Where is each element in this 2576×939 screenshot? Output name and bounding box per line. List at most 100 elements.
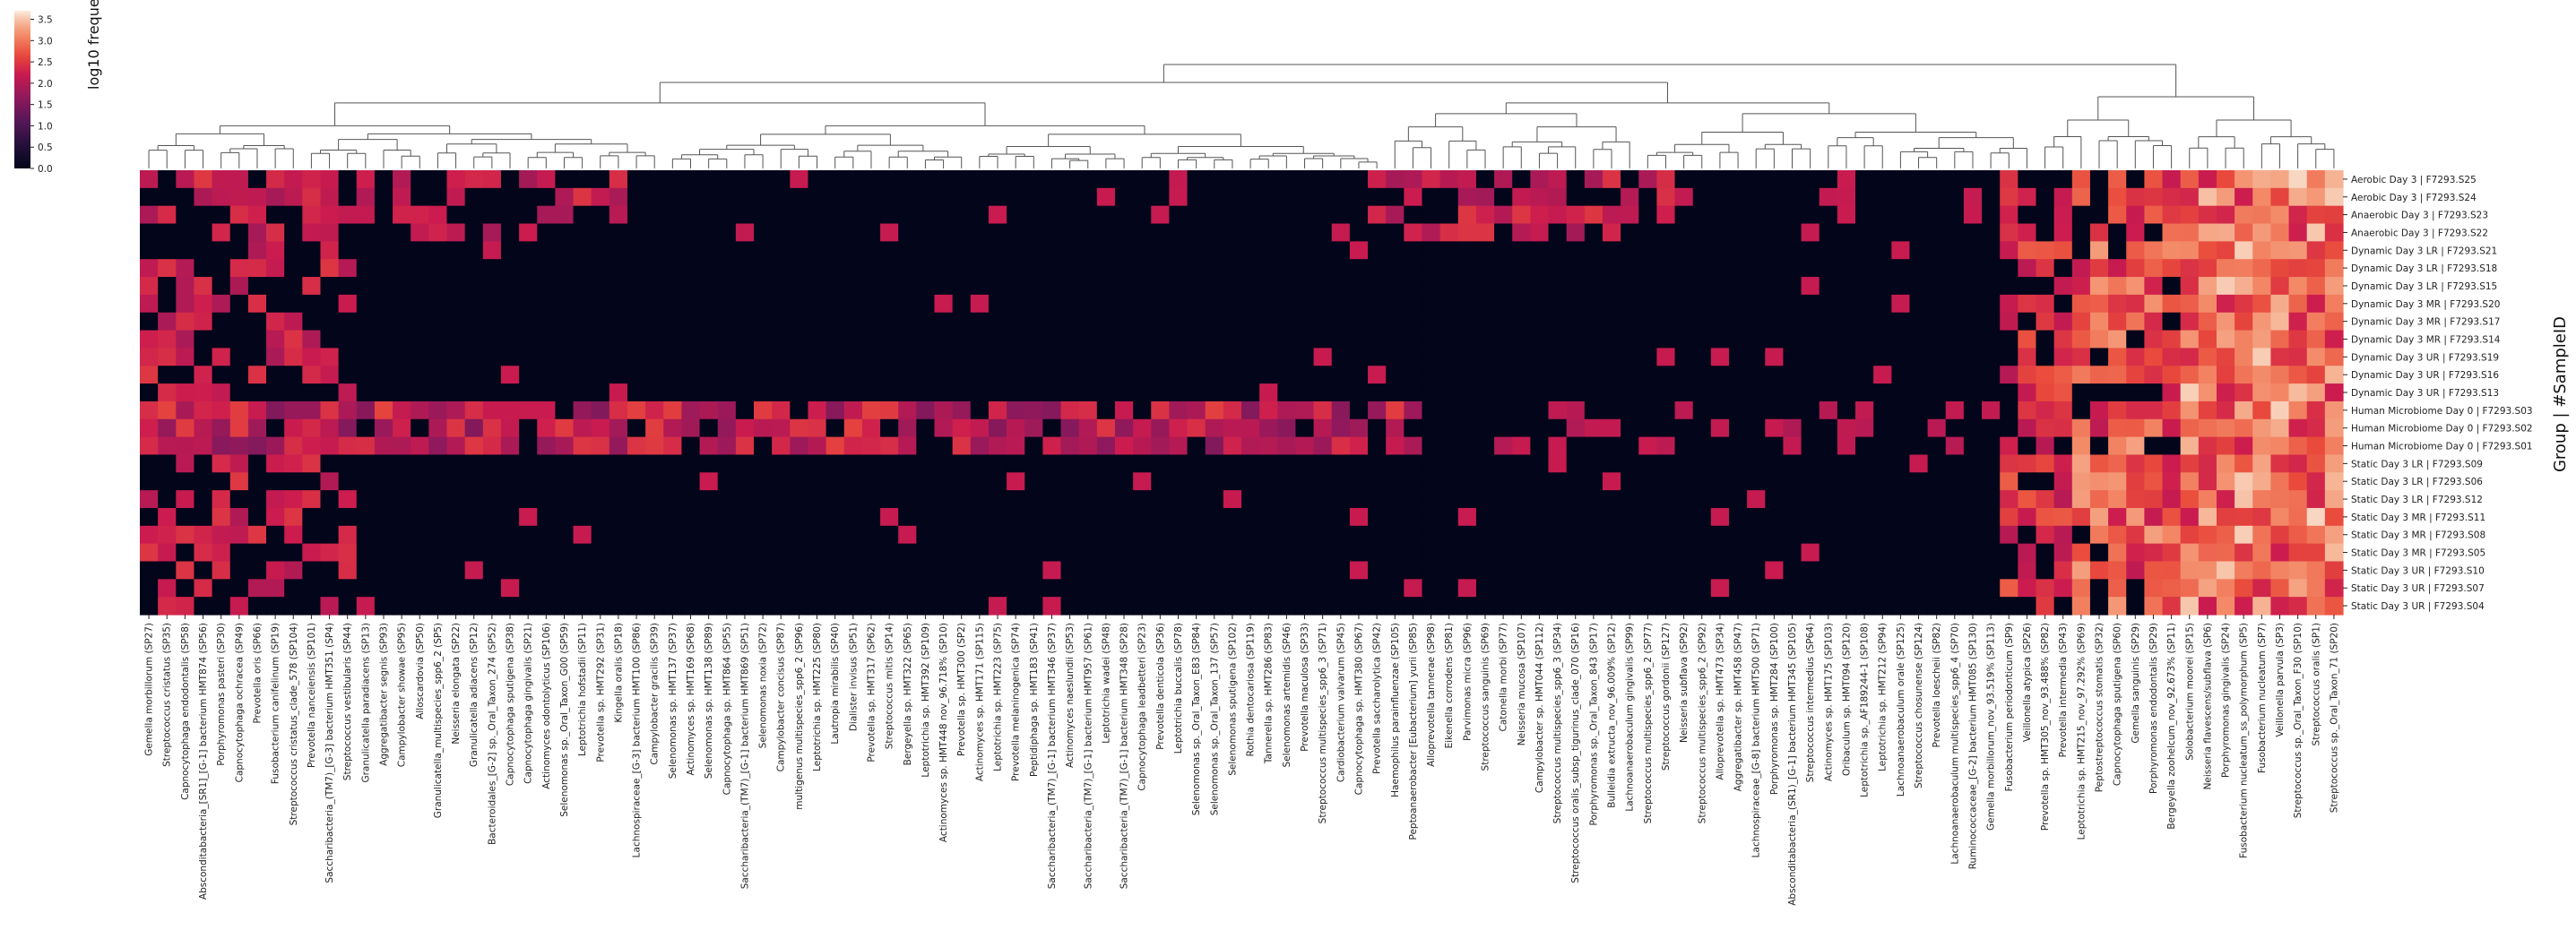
heatmap-cell (2235, 294, 2253, 314)
heatmap-cell (1042, 561, 1062, 580)
heatmap-cell (1187, 187, 1206, 207)
heatmap-cell (808, 597, 827, 616)
heatmap-cell (699, 561, 719, 580)
heatmap-cell (1512, 543, 1531, 563)
heatmap-cell (2144, 454, 2164, 473)
heatmap-cell (2270, 401, 2290, 420)
heatmap-cell (1982, 543, 2001, 563)
heatmap-cell (843, 454, 863, 473)
heatmap-cell (2071, 294, 2091, 314)
heatmap-cell (2108, 205, 2127, 225)
heatmap-cell (1584, 543, 1604, 563)
heatmap-cell (1024, 507, 1043, 527)
heatmap-cell (1801, 579, 1820, 598)
heatmap-cell (970, 597, 990, 616)
column-label: Neisseria flavescens/subflava (SP6) (2202, 623, 2213, 789)
heatmap-cell (1783, 366, 1802, 384)
heatmap-cell (1078, 330, 1098, 349)
heatmap-cell (1241, 294, 1260, 314)
heatmap-cell (573, 241, 592, 260)
heatmap-cell (1621, 348, 1639, 366)
heatmap-cell (663, 312, 683, 332)
heatmap-cell (1512, 525, 1531, 545)
heatmap-cell (2324, 383, 2344, 402)
heatmap-cell (754, 561, 773, 580)
heatmap-cell (537, 187, 556, 207)
heatmap-cell (2144, 277, 2164, 296)
heatmap-cell (194, 507, 213, 527)
heatmap-cell (1223, 259, 1242, 278)
heatmap-cell (2144, 205, 2164, 225)
heatmap-cell (519, 277, 538, 296)
heatmap-cell (2216, 561, 2235, 580)
heatmap-cell (1873, 205, 1892, 225)
heatmap-cell (826, 348, 845, 366)
heatmap-cell (1078, 597, 1098, 616)
heatmap-cell (2270, 170, 2290, 189)
heatmap-cell (1566, 312, 1586, 332)
heatmap-cell (663, 561, 683, 580)
heatmap-cell (1692, 348, 1712, 366)
heatmap-cell (428, 454, 448, 473)
heatmap-cell (843, 383, 863, 402)
heatmap-cell (1909, 436, 1929, 456)
heatmap-cell (446, 223, 466, 242)
heatmap-cell (880, 525, 899, 545)
heatmap-cell (2126, 490, 2145, 509)
heatmap-cell (1909, 170, 1929, 189)
heatmap-cell (916, 366, 936, 384)
heatmap-cell (1078, 205, 1098, 225)
heatmap-cell (411, 401, 429, 420)
heatmap-cell (2018, 277, 2037, 296)
heatmap-cell (158, 187, 177, 207)
heatmap-cell (1747, 241, 1766, 260)
heatmap-cell (1584, 436, 1604, 456)
heatmap-cell (1909, 561, 1929, 580)
heatmap-cell (482, 170, 502, 189)
heatmap-cell (681, 223, 701, 242)
heatmap-cell (1566, 454, 1586, 473)
heatmap-cell (1819, 259, 1838, 278)
heatmap-cell (1042, 401, 1062, 420)
heatmap-cell (1584, 507, 1604, 527)
heatmap-cell (374, 597, 393, 616)
heatmap-cell (2180, 543, 2200, 563)
heatmap-cell (934, 561, 954, 580)
heatmap-cell (1566, 525, 1586, 545)
heatmap-cell (411, 348, 429, 366)
heatmap-cell (194, 187, 213, 207)
heatmap-cell (609, 401, 628, 420)
heatmap-cell (934, 223, 954, 242)
heatmap-cell (591, 418, 610, 438)
heatmap-cell (1386, 294, 1405, 314)
heatmap-cell (1927, 383, 1947, 402)
heatmap-cell (1422, 294, 1441, 314)
heatmap-cell (2144, 259, 2164, 278)
heatmap-cell (1205, 312, 1224, 332)
column-label: Streptococcus oralis_subsp_tigurinus_cla… (1570, 623, 1581, 883)
heatmap-cell (519, 490, 538, 509)
heatmap-cell (1187, 241, 1206, 260)
heatmap-cell (1638, 187, 1657, 207)
heatmap-cell (1494, 348, 1513, 366)
heatmap-cell (1494, 223, 1513, 242)
heatmap-cell (1007, 490, 1025, 509)
heatmap-cell (1530, 401, 1550, 420)
heatmap-cell (627, 294, 646, 314)
heatmap-cell (2306, 170, 2326, 189)
heatmap-cell (1422, 259, 1441, 278)
heatmap-cell (1927, 294, 1947, 314)
heatmap-cell (861, 418, 881, 438)
heatmap-cell (1873, 525, 1892, 545)
heatmap-cell (555, 294, 575, 314)
heatmap-cell (1891, 277, 1911, 296)
heatmap-cell (681, 525, 701, 545)
heatmap-cell (482, 312, 502, 332)
colorbar-gradient (14, 11, 30, 168)
heatmap-cell (266, 418, 285, 438)
heatmap-cell (2126, 418, 2145, 438)
heatmap-cell (843, 525, 863, 545)
heatmap-cell (1114, 205, 1134, 225)
heatmap-cell (2126, 348, 2145, 366)
column-label: Fusobacterium periodonticum (SP9) (2004, 623, 2015, 791)
